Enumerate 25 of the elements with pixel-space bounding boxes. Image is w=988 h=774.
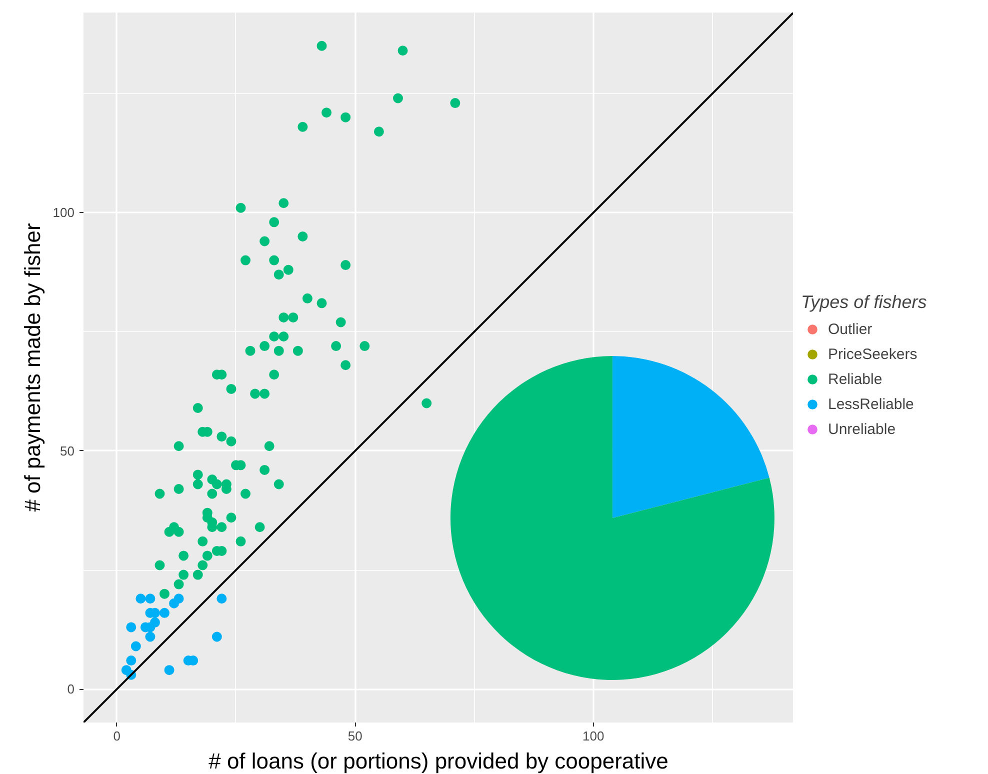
point [145, 632, 156, 642]
x-tick-label: 100 [582, 728, 604, 744]
point [130, 641, 141, 652]
point [136, 594, 146, 604]
point [145, 594, 156, 604]
x-axis-title: # of loans (or portions) provided by cooperative [208, 748, 668, 774]
point [216, 594, 227, 604]
legend-label: Outlier [828, 320, 872, 338]
x-tick-label: 50 [348, 728, 362, 744]
y-tick-label: 50 [60, 443, 75, 458]
y-tick-label: 100 [52, 205, 75, 220]
y-axis-title: # of payments made by fisher [20, 223, 45, 512]
x-tick-label: 0 [113, 728, 120, 744]
point [169, 598, 180, 608]
point [126, 622, 136, 632]
legend-label: Reliable [828, 370, 882, 388]
point [212, 632, 222, 642]
point [164, 665, 174, 676]
legend-label: LessReliable [828, 396, 914, 412]
legend-label: PriceSeekers [828, 346, 918, 362]
point [160, 608, 170, 618]
legend-label: Unreliable [828, 420, 896, 438]
legend-title: Types of fishers [801, 292, 927, 313]
point [126, 656, 136, 666]
y-tick-label: 0 [67, 682, 75, 697]
